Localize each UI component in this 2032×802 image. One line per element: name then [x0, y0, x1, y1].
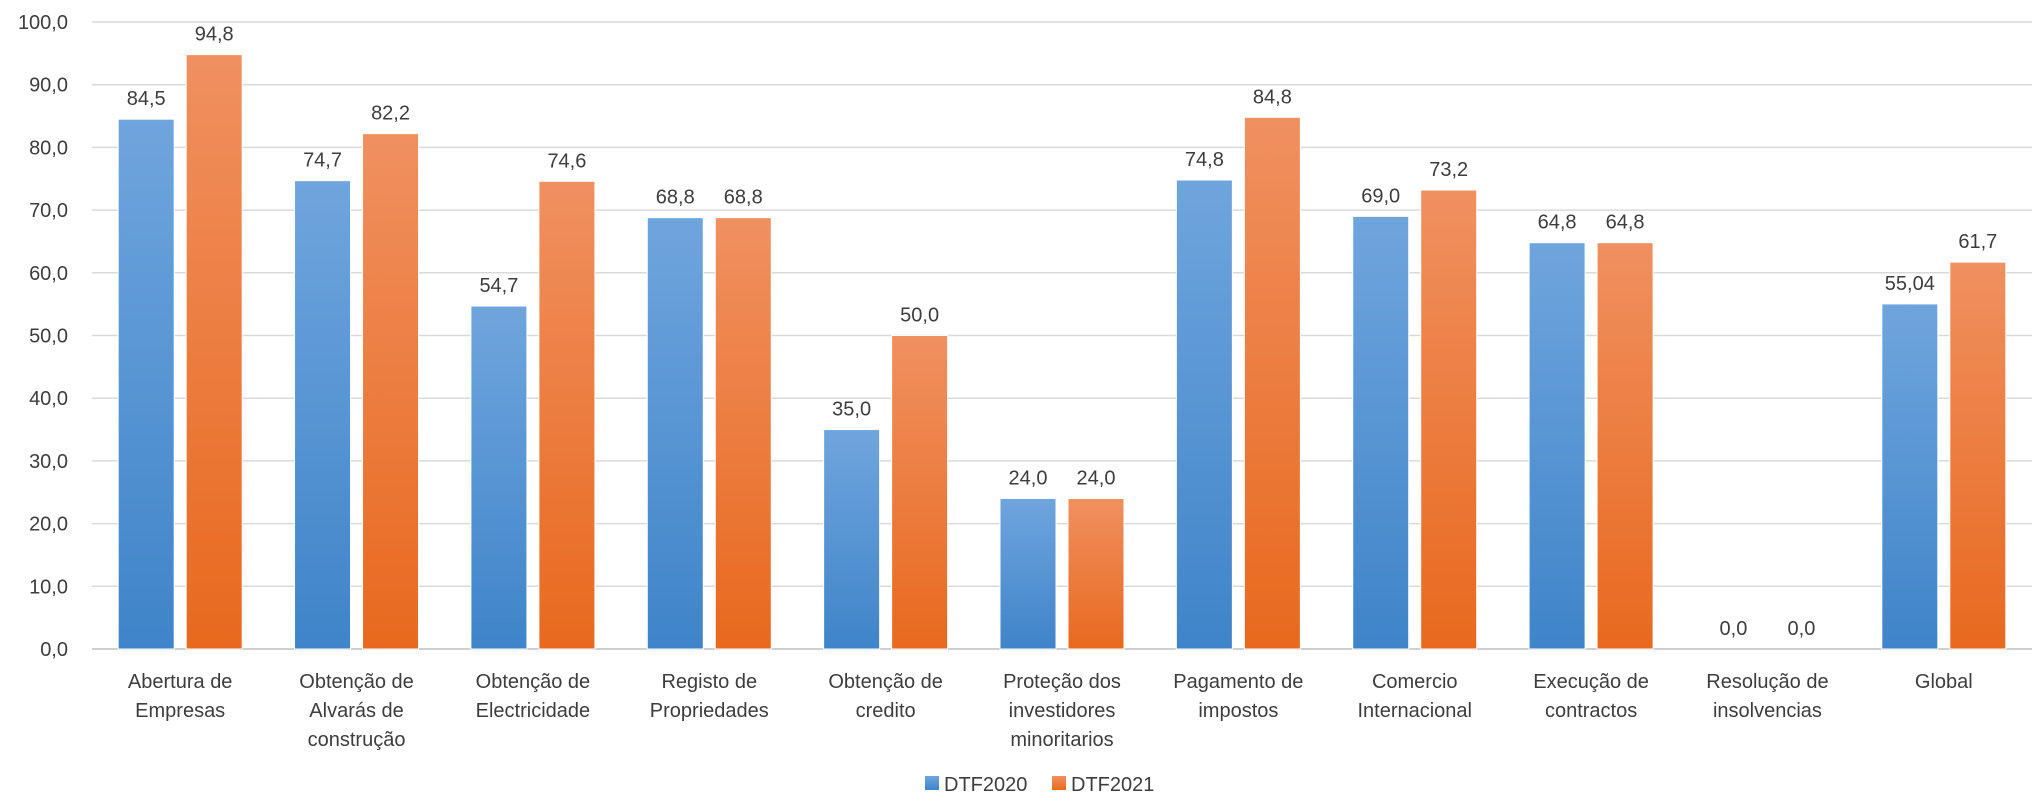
bar-dtf2021 — [1243, 116, 1301, 650]
bar-dtf2020 — [1881, 303, 1939, 650]
y-tick-label: 20,0 — [29, 514, 68, 536]
bar-dtf2020 — [646, 217, 704, 650]
data-label: 24,0 — [1009, 468, 1048, 490]
bar-dtf2020 — [1528, 242, 1586, 650]
data-label: 54,7 — [479, 275, 518, 297]
bar-dtf2020 — [999, 498, 1057, 650]
data-label: 64,8 — [1538, 212, 1577, 234]
y-tick-label: 80,0 — [29, 137, 68, 159]
bar-dtf2020 — [294, 180, 352, 650]
data-label: 84,8 — [1253, 86, 1292, 108]
bar-dtf2021 — [891, 335, 949, 650]
legend: DTF2020 DTF2021 — [925, 774, 1154, 796]
data-label: 73,2 — [1429, 159, 1468, 181]
x-category-label: Obtenção de Electricidade — [476, 671, 591, 722]
y-tick-label: 40,0 — [29, 388, 68, 410]
data-label: 24,0 — [1077, 468, 1116, 490]
data-label: 84,5 — [127, 88, 166, 110]
x-category-label: Resolução de insolvencias — [1706, 671, 1828, 722]
bar-dtf2020 — [470, 305, 528, 650]
bar-dtf2021 — [362, 133, 420, 650]
y-axis-ticks: 0,0 10,0 20,0 30,0 40,0 50,0 60,0 70,0 80,0 90,0 1… — [18, 12, 68, 661]
bar-dtf2021 — [1420, 189, 1478, 650]
x-category-label: Obtenção de Alvarás de construção — [299, 671, 414, 751]
data-label: 74,8 — [1185, 149, 1224, 171]
x-category-label: Proteção dos investidores minoritarios — [1003, 671, 1121, 751]
y-tick-label: 10,0 — [29, 576, 68, 598]
bar-dtf2020 — [117, 118, 175, 650]
x-category-label: Registo de Propriedades — [650, 671, 769, 722]
bar-dtf2021 — [1596, 242, 1654, 650]
legend-label: DTF2020 — [944, 774, 1027, 796]
data-label: 94,8 — [195, 24, 234, 46]
data-label: 61,7 — [1958, 231, 1997, 253]
data-label: 0,0 — [1788, 618, 1816, 640]
legend-swatch-dtf2020 — [925, 776, 939, 790]
bar-dtf2020 — [1175, 179, 1233, 650]
bar-dtf2021 — [538, 180, 596, 650]
data-label: 68,8 — [724, 187, 763, 209]
bar-dtf2021 — [1949, 261, 2007, 650]
bar-dtf2020 — [1352, 215, 1410, 650]
x-category-label: Global — [1915, 671, 1973, 693]
data-label: 82,2 — [371, 103, 410, 125]
y-tick-label: 0,0 — [40, 639, 68, 661]
y-tick-label: 60,0 — [29, 263, 68, 285]
legend-label: DTF2021 — [1071, 774, 1154, 796]
legend-swatch-dtf2021 — [1052, 776, 1066, 790]
data-label: 74,6 — [547, 150, 586, 172]
y-tick-label: 30,0 — [29, 451, 68, 473]
bar-dtf2021 — [185, 54, 243, 650]
x-category-label: Obtenção de credito — [828, 671, 943, 722]
y-tick-label: 100,0 — [18, 12, 68, 34]
bars — [117, 54, 2007, 650]
data-label: 74,7 — [303, 150, 342, 172]
data-label: 55,04 — [1885, 273, 1935, 295]
x-category-label: Comercio Internacional — [1357, 671, 1472, 722]
data-label: 69,0 — [1361, 185, 1400, 207]
value-labels: 84,5 94,8 74,7 82,2 54,7 74,6 68,8 68,8 35,0 50,0… — [127, 24, 1998, 640]
x-category-label: Execução de contractos — [1533, 671, 1649, 722]
x-axis-labels: Abertura de Empresas Obtenção de Alvarás de… — [128, 671, 1973, 751]
y-tick-label: 50,0 — [29, 326, 68, 348]
data-label: 35,0 — [832, 399, 871, 421]
data-label: 68,8 — [656, 187, 695, 209]
bar-dtf2020 — [823, 429, 881, 650]
bar-dtf2021 — [1067, 498, 1125, 650]
data-label: 50,0 — [900, 305, 939, 327]
x-category-label: Abertura de Empresas — [128, 671, 233, 722]
y-tick-label: 70,0 — [29, 200, 68, 222]
data-label: 0,0 — [1720, 618, 1748, 640]
bar-dtf2021 — [714, 217, 772, 650]
y-tick-label: 90,0 — [29, 75, 68, 97]
x-category-label: Pagamento de impostos — [1173, 671, 1303, 722]
data-label: 64,8 — [1606, 212, 1645, 234]
